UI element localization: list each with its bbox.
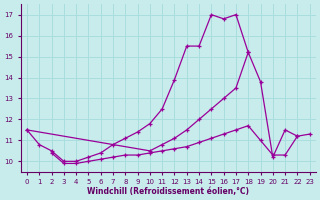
X-axis label: Windchill (Refroidissement éolien,°C): Windchill (Refroidissement éolien,°C)	[87, 187, 249, 196]
